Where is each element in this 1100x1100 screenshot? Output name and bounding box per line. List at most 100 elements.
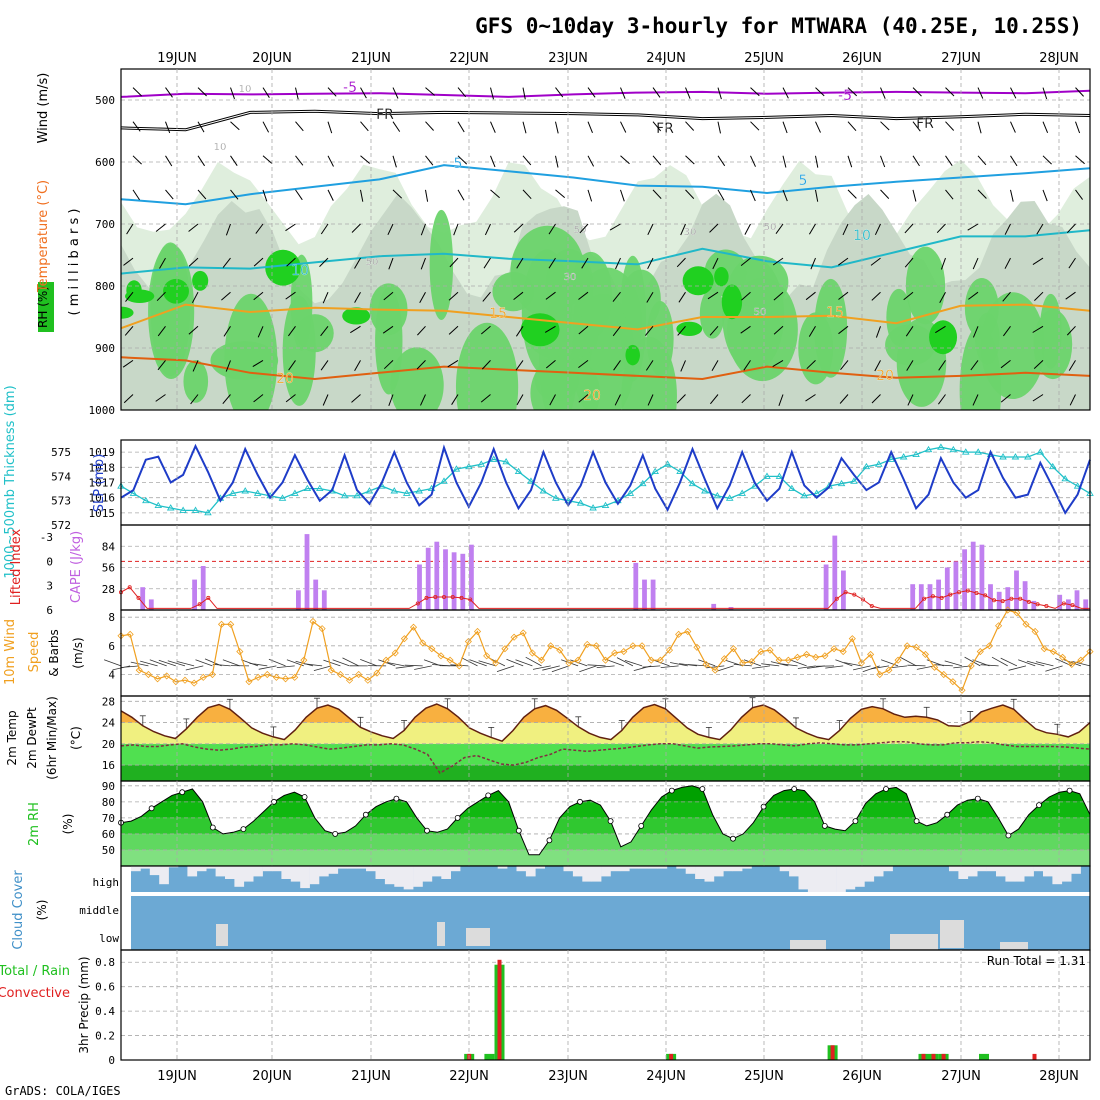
date-label-top: 21JUN bbox=[351, 51, 391, 66]
wind-barb bbox=[513, 223, 524, 233]
wind-barb bbox=[1042, 121, 1049, 133]
wind-barb bbox=[838, 325, 849, 335]
wind-barb bbox=[680, 223, 686, 236]
wind-barb bbox=[490, 155, 496, 168]
rh-marker bbox=[454, 815, 461, 821]
cloud-high-clear bbox=[394, 866, 404, 887]
cloud-high-clear bbox=[196, 866, 207, 872]
surface-wind-barb bbox=[395, 665, 414, 669]
wind-speed-marker bbox=[336, 670, 344, 679]
rh-marker bbox=[393, 795, 400, 802]
wind-barb bbox=[123, 257, 134, 266]
wind-speed-marker bbox=[227, 620, 235, 628]
wind-barb bbox=[945, 121, 955, 131]
li-marker bbox=[1009, 596, 1014, 601]
cloud-high-clear bbox=[319, 866, 329, 877]
precip-total-bar bbox=[484, 1053, 495, 1060]
wind-speed-marker bbox=[839, 648, 847, 656]
date-label-top: 23JUN bbox=[548, 51, 588, 66]
wind-speed-marker bbox=[1031, 627, 1039, 636]
wind-barb bbox=[197, 189, 207, 200]
wind-speed-marker bbox=[775, 656, 783, 664]
surface-wind-barb bbox=[404, 664, 423, 667]
wind-speed-marker bbox=[720, 655, 728, 663]
wind-speed-marker bbox=[117, 632, 125, 640]
wind-barb bbox=[587, 155, 595, 167]
wind-barb bbox=[132, 87, 142, 97]
rh-band-90 bbox=[342, 307, 371, 325]
wind-speed-marker bbox=[757, 648, 765, 656]
rh-band-70 bbox=[390, 347, 444, 410]
wind-speed-marker bbox=[702, 660, 710, 669]
wind-barb bbox=[262, 121, 270, 133]
surface-wind-barb bbox=[1045, 665, 1063, 672]
rh-band-90 bbox=[625, 344, 640, 366]
contour-label: 10 bbox=[214, 142, 227, 153]
rh-band-90 bbox=[929, 320, 958, 355]
wind-barb bbox=[1032, 257, 1044, 266]
thickness-marker bbox=[1036, 448, 1045, 455]
surface-wind-barb bbox=[176, 661, 195, 667]
cape-bar bbox=[443, 549, 448, 610]
wind-barb bbox=[425, 155, 434, 166]
wind-barb bbox=[555, 121, 559, 134]
wind-speed-marker bbox=[894, 656, 902, 664]
temp-tick-label: 16 bbox=[102, 759, 115, 772]
contour-label: 20 bbox=[583, 388, 601, 404]
wind-speed-marker bbox=[199, 673, 207, 681]
wind-speed-line bbox=[120, 609, 1091, 692]
wind-barb bbox=[1002, 291, 1011, 302]
wind-barb bbox=[847, 155, 853, 168]
slp-tick-label: 1018 bbox=[89, 461, 116, 474]
wind-barb bbox=[252, 359, 264, 368]
wind-speed-marker bbox=[272, 673, 280, 681]
wind-barb bbox=[1065, 291, 1076, 300]
wind-barb bbox=[354, 360, 361, 372]
rh-band-70 bbox=[885, 324, 936, 366]
wind-barb bbox=[262, 155, 273, 164]
rh-marker bbox=[944, 811, 951, 818]
thickness-marker bbox=[924, 445, 933, 453]
thickness-marker bbox=[738, 489, 746, 496]
wind-speed-marker bbox=[821, 652, 829, 660]
surface-wind-barb bbox=[797, 665, 816, 669]
wind-barb bbox=[939, 291, 946, 303]
wind-barb bbox=[387, 223, 394, 236]
cloud-high-clear bbox=[610, 866, 621, 872]
thickness-marker bbox=[912, 450, 920, 458]
wind-barb bbox=[1010, 189, 1014, 202]
wind-speed-marker bbox=[519, 629, 527, 637]
wind-barb bbox=[847, 189, 857, 199]
cloud-high-clear bbox=[836, 866, 846, 892]
rh-marker bbox=[485, 792, 492, 799]
wind-speed-marker bbox=[144, 670, 152, 679]
wind-barb bbox=[1010, 155, 1018, 167]
wind-barb bbox=[614, 394, 621, 406]
precip-convective-bar bbox=[830, 1045, 835, 1060]
thickness-marker bbox=[229, 489, 237, 496]
wind-barb bbox=[516, 257, 524, 269]
thickness-marker bbox=[340, 491, 349, 499]
wind-barb bbox=[188, 325, 199, 335]
slp-tick-label: 1017 bbox=[89, 477, 116, 490]
surface-wind-barb bbox=[360, 659, 378, 667]
wind-barb bbox=[155, 394, 166, 402]
cape-bar bbox=[148, 599, 154, 610]
thickness-marker bbox=[638, 479, 647, 487]
date-label-bottom: 26JUN bbox=[842, 1069, 882, 1084]
wind-barb bbox=[549, 394, 556, 406]
surface-wind-barb bbox=[698, 659, 716, 667]
wind-barb bbox=[904, 257, 914, 268]
surface-wind-barb bbox=[616, 657, 634, 667]
thickness-marker bbox=[875, 460, 883, 467]
contour-label: 20 bbox=[276, 371, 294, 387]
wind-speed-marker bbox=[921, 650, 930, 658]
pressure-tick-label: 600 bbox=[95, 156, 115, 169]
wind-speed-marker bbox=[967, 662, 975, 670]
rh-band bbox=[121, 849, 1090, 866]
wind-barb bbox=[417, 325, 426, 336]
wind-barb bbox=[257, 326, 264, 338]
thickness-marker bbox=[688, 479, 697, 487]
label-wind-10m: 10m Wind bbox=[3, 619, 18, 685]
cape-bar bbox=[988, 584, 993, 610]
